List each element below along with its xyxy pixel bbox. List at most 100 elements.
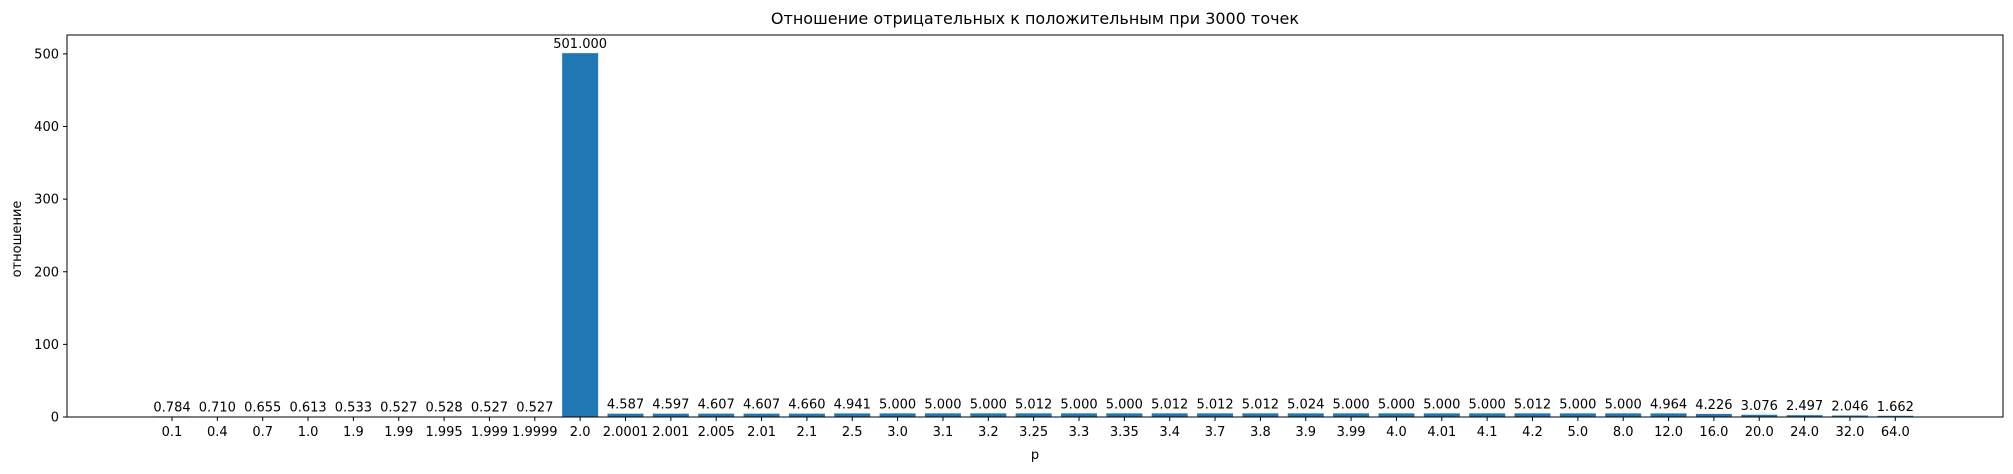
x-tick-label-22: 3.4: [1159, 425, 1180, 440]
x-tick-label-3: 1.0: [298, 425, 319, 440]
bar-32: [1605, 413, 1641, 417]
x-tick-label-7: 1.999: [471, 425, 508, 440]
data-label-11: 4.597: [652, 398, 689, 413]
x-tick-label-4: 1.9: [343, 425, 364, 440]
data-label-32: 5.000: [1605, 397, 1642, 412]
x-tick-label-13: 2.01: [747, 425, 776, 440]
data-label-37: 2.046: [1831, 400, 1868, 415]
data-label-21: 5.000: [1106, 397, 1143, 412]
data-label-26: 5.000: [1332, 397, 1369, 412]
bars-layer: [154, 53, 1913, 417]
y-tick-label-0: 0: [51, 411, 59, 426]
data-label-2: 0.655: [244, 401, 281, 416]
data-label-7: 0.527: [471, 401, 508, 416]
data-label-30: 5.012: [1514, 397, 1551, 412]
bar-9: [562, 53, 598, 417]
bar-17: [925, 413, 961, 417]
bar-23: [1197, 413, 1233, 417]
data-label-17: 5.000: [924, 397, 961, 412]
y-tick-label-3: 300: [34, 193, 59, 208]
x-tick-label-18: 3.2: [978, 425, 999, 440]
x-tick-label-34: 16.0: [1699, 425, 1728, 440]
y-tick-label-5: 500: [34, 47, 59, 62]
x-tick-label-9: 2.0: [570, 425, 591, 440]
data-label-36: 2.497: [1786, 399, 1823, 414]
x-tick-label-37: 32.0: [1835, 425, 1864, 440]
bar-14: [789, 414, 825, 417]
bar-13: [744, 414, 780, 417]
x-tick-label-20: 3.3: [1069, 425, 1090, 440]
x-tick-label-23: 3.7: [1205, 425, 1226, 440]
x-tick-label-33: 12.0: [1654, 425, 1683, 440]
x-tick-label-19: 3.25: [1019, 425, 1048, 440]
data-label-38: 1.662: [1877, 400, 1914, 415]
data-label-18: 5.000: [970, 397, 1007, 412]
x-tick-label-21: 3.35: [1110, 425, 1139, 440]
plot-frame: [67, 35, 2003, 417]
bar-30: [1515, 413, 1551, 417]
bar-16: [880, 413, 916, 417]
y-tick-label-2: 200: [34, 265, 59, 280]
bar-15: [834, 413, 870, 417]
bar-27: [1378, 413, 1414, 417]
data-label-19: 5.012: [1015, 397, 1052, 412]
data-label-34: 4.226: [1695, 398, 1732, 413]
data-label-20: 5.000: [1060, 397, 1097, 412]
x-tick-label-5: 1.99: [384, 425, 413, 440]
bar-29: [1469, 413, 1505, 417]
data-label-29: 5.000: [1469, 397, 1506, 412]
data-label-35: 3.076: [1741, 399, 1778, 414]
data-label-23: 5.012: [1196, 397, 1233, 412]
x-tick-label-2: 0.7: [252, 425, 273, 440]
bar-33: [1651, 413, 1687, 417]
x-tick-label-32: 8.0: [1613, 425, 1634, 440]
data-label-5: 0.527: [380, 401, 417, 416]
x-tick-label-30: 4.2: [1522, 425, 1543, 440]
x-axis-label: p: [1031, 448, 1039, 463]
data-label-8: 0.527: [516, 401, 553, 416]
x-tick-label-1: 0.4: [207, 425, 228, 440]
x-tick-label-15: 2.5: [842, 425, 863, 440]
data-label-15: 4.941: [834, 397, 871, 412]
bar-26: [1333, 413, 1369, 417]
x-tick-label-17: 3.1: [933, 425, 954, 440]
x-tick-label-10: 2.0001: [603, 425, 649, 440]
y-tick-label-4: 400: [34, 120, 59, 135]
data-label-27: 5.000: [1378, 397, 1415, 412]
x-tick-label-28: 4.01: [1427, 425, 1456, 440]
bar-22: [1152, 413, 1188, 417]
data-label-14: 4.660: [788, 398, 825, 413]
bar-25: [1288, 413, 1324, 417]
bar-18: [970, 413, 1006, 417]
data-label-0: 0.784: [153, 400, 190, 415]
data-label-13: 4.607: [743, 398, 780, 413]
x-tick-label-16: 3.0: [887, 425, 908, 440]
bar-31: [1560, 413, 1596, 417]
data-label-12: 4.607: [698, 398, 735, 413]
bar-21: [1106, 413, 1142, 417]
bar-12: [698, 414, 734, 417]
data-label-10: 4.587: [607, 398, 644, 413]
x-tick-label-6: 1.995: [425, 425, 462, 440]
data-label-31: 5.000: [1559, 397, 1596, 412]
x-tick-label-36: 24.0: [1790, 425, 1819, 440]
data-label-22: 5.012: [1151, 397, 1188, 412]
x-tick-label-14: 2.1: [797, 425, 818, 440]
x-tick-label-29: 4.1: [1477, 425, 1498, 440]
bar-20: [1061, 413, 1097, 417]
x-tick-label-8: 1.9999: [512, 425, 558, 440]
y-axis-label: отношение: [10, 201, 25, 278]
bar-24: [1242, 413, 1278, 417]
x-tick-label-38: 64.0: [1881, 425, 1910, 440]
data-label-25: 5.024: [1287, 397, 1324, 412]
y-tick-label-1: 100: [34, 338, 59, 353]
chart-title: Отношение отрицательных к положительным …: [771, 9, 1299, 28]
data-label-24: 5.012: [1242, 397, 1279, 412]
data-label-6: 0.528: [425, 401, 462, 416]
x-tick-label-24: 3.8: [1250, 425, 1271, 440]
bar-28: [1424, 413, 1460, 417]
y-ticks-layer: 0 100 200 300 400 500: [34, 47, 67, 425]
